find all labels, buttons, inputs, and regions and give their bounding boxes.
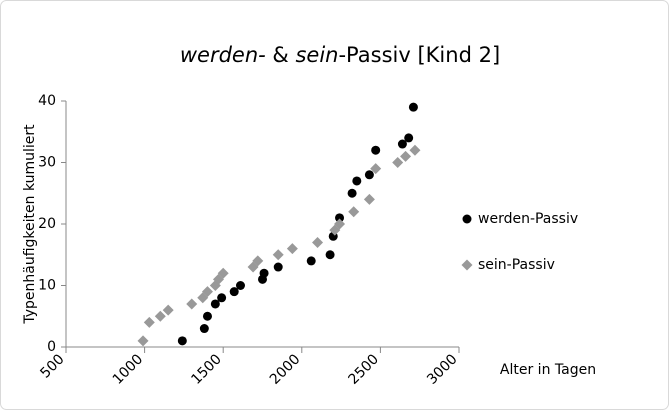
point: [348, 206, 360, 218]
point: [352, 176, 362, 186]
point: [229, 287, 239, 297]
point: [199, 324, 209, 334]
point: [210, 299, 220, 309]
title-part: -Passiv [Kind 2]: [338, 43, 500, 67]
point: [363, 193, 375, 205]
point: [162, 304, 174, 316]
title-part: werden-: [180, 43, 266, 67]
point: [252, 255, 264, 267]
point: [202, 311, 212, 321]
point: [404, 133, 414, 143]
point: [235, 281, 245, 290]
point: [364, 170, 374, 180]
legend-label: werden-Passiv: [478, 211, 578, 227]
point: [217, 293, 227, 303]
point: [272, 249, 284, 261]
y-tick-label: 0: [47, 339, 56, 355]
title-part: &: [266, 43, 296, 67]
legend-marker: [461, 259, 473, 271]
point: [201, 286, 213, 298]
point: [347, 188, 357, 198]
y-tick-label: 20: [38, 216, 56, 232]
y-tick-label: 40: [38, 93, 56, 109]
point: [137, 335, 149, 347]
y-tick-label: 10: [38, 278, 56, 294]
title-part: sein: [295, 43, 338, 67]
x-axis-label: Alter in Tagen: [500, 362, 596, 378]
point: [177, 336, 187, 346]
point: [392, 157, 404, 168]
chart-title: werden- & sein-Passiv [Kind 2]: [180, 43, 500, 67]
point: [154, 310, 166, 322]
point: [334, 218, 346, 230]
point: [408, 102, 418, 112]
point: [273, 262, 283, 272]
point: [312, 236, 324, 248]
point: [259, 268, 269, 278]
point: [143, 316, 155, 328]
point: [306, 256, 316, 266]
point: [371, 145, 381, 155]
point: [217, 267, 229, 279]
point: [325, 250, 335, 260]
point: [335, 213, 345, 223]
y-tick-label: 30: [38, 155, 56, 171]
point: [409, 144, 421, 156]
point: [400, 150, 412, 162]
point: [286, 243, 298, 255]
y-axis-label: Typenhäufigkeiten kumuliert: [22, 124, 38, 325]
point: [397, 139, 407, 149]
point: [370, 163, 382, 175]
legend-marker: [462, 214, 472, 224]
legend-label: sein-Passiv: [478, 257, 555, 273]
point: [186, 298, 198, 310]
